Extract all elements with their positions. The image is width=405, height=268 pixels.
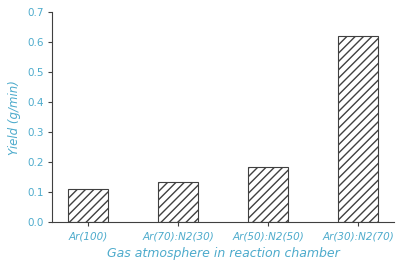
Bar	[68, 189, 109, 222]
Bar	[158, 182, 198, 222]
Y-axis label: Yield (g/min): Yield (g/min)	[9, 80, 21, 155]
Bar	[248, 167, 288, 222]
Bar	[338, 36, 378, 222]
X-axis label: Gas atmosphere in reaction chamber: Gas atmosphere in reaction chamber	[107, 247, 339, 260]
